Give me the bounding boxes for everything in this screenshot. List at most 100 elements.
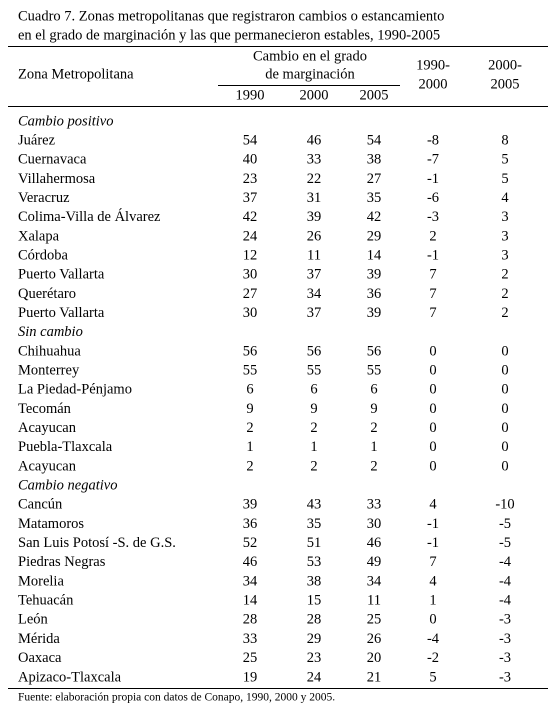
cell-value: -3 — [499, 631, 511, 647]
cell-value: 3 — [501, 209, 508, 225]
cell-value: 38 — [367, 152, 382, 168]
cell-value: 2 — [310, 458, 317, 474]
cell-value: -5 — [499, 516, 511, 532]
cell-value: -7 — [427, 152, 439, 168]
cell-value: 11 — [307, 248, 321, 264]
cell-value: 35 — [307, 516, 322, 532]
cell-value: 55 — [307, 363, 322, 379]
cell-value: 54 — [243, 132, 258, 148]
zone-name: Acayucan — [18, 458, 77, 474]
zone-name: Puerto Vallarta — [18, 267, 105, 283]
cell-value: -10 — [495, 497, 514, 513]
zone-name: Córdoba — [18, 248, 69, 264]
cell-value: 23 — [243, 171, 258, 187]
cell-value: 0 — [501, 363, 508, 379]
cell-value: 5 — [501, 152, 508, 168]
cell-value: 28 — [243, 612, 258, 628]
cell-value: 34 — [307, 286, 322, 302]
cell-value: 21 — [367, 669, 382, 685]
cell-value: 56 — [243, 343, 258, 359]
cell-value: -6 — [427, 190, 439, 206]
cell-value: -1 — [427, 171, 439, 187]
cell-value: 31 — [307, 190, 322, 206]
cell-value: 35 — [367, 190, 382, 206]
cell-value: 0 — [501, 458, 508, 474]
zone-name: Juárez — [18, 132, 56, 148]
cell-value: 4 — [429, 497, 437, 513]
cell-value: 4 — [429, 573, 437, 589]
cell-value: 29 — [307, 631, 322, 647]
zone-name: Tecomán — [18, 401, 72, 417]
cell-value: 42 — [243, 209, 258, 225]
cell-value: 3 — [501, 248, 508, 264]
cell-value: 6 — [370, 382, 377, 398]
cell-value: 1 — [370, 439, 377, 455]
cell-value: 40 — [243, 152, 258, 168]
cell-value: 9 — [310, 401, 317, 417]
cell-value: 2 — [501, 267, 508, 283]
cell-value: 39 — [243, 497, 258, 513]
header-diff: 1990- — [416, 57, 450, 73]
zone-name: Puebla-Tlaxcala — [18, 439, 113, 455]
cell-value: -3 — [499, 650, 511, 666]
cell-value: 0 — [501, 343, 508, 359]
cell-value: 26 — [307, 228, 322, 244]
cell-value: -4 — [427, 631, 440, 647]
cell-value: 8 — [501, 132, 508, 148]
header-group: Cambio en el grado — [253, 48, 367, 64]
cell-value: -4 — [499, 593, 512, 609]
zone-name: Colima-Villa de Álvarez — [18, 208, 161, 225]
header-year: 1990 — [236, 87, 265, 103]
cell-value: 7 — [429, 286, 436, 302]
zone-name: Tehuacán — [18, 593, 74, 609]
cell-value: 0 — [429, 439, 436, 455]
cell-value: 5 — [429, 669, 436, 685]
cell-value: 0 — [429, 420, 436, 436]
cell-value: 11 — [367, 593, 381, 609]
cell-value: 53 — [307, 554, 322, 570]
cell-value: 36 — [243, 516, 258, 532]
zone-name: Cancún — [18, 497, 63, 513]
section-label: Cambio negativo — [18, 478, 117, 494]
cell-value: 37 — [307, 267, 322, 283]
header-year: 2005 — [360, 87, 389, 103]
cell-value: 46 — [243, 554, 258, 570]
cell-value: 2 — [310, 420, 317, 436]
cell-value: 39 — [367, 305, 382, 321]
cell-value: 24 — [243, 228, 258, 244]
cell-value: 15 — [307, 593, 322, 609]
cell-value: 22 — [307, 171, 322, 187]
cell-value: 2 — [429, 228, 436, 244]
title-line: en el grado de marginación y las que per… — [18, 27, 440, 43]
cell-value: 56 — [307, 343, 322, 359]
cell-value: 2 — [370, 458, 377, 474]
zone-name: Xalapa — [18, 228, 60, 244]
zone-name: Acayucan — [18, 420, 77, 436]
zone-name: Puerto Vallarta — [18, 305, 105, 321]
cell-value: 19 — [243, 669, 258, 685]
cell-value: 20 — [367, 650, 382, 666]
cell-value: 26 — [367, 631, 382, 647]
cell-value: 6 — [310, 382, 317, 398]
zone-name: Apizaco-Tlaxcala — [18, 669, 122, 685]
cell-value: 39 — [307, 209, 322, 225]
header-diff: 2000- — [488, 57, 522, 73]
zone-name: Oaxaca — [18, 650, 62, 666]
cell-value: 37 — [243, 190, 258, 206]
cell-value: 2 — [501, 305, 508, 321]
cell-value: 34 — [367, 573, 382, 589]
zone-name: Chihuahua — [18, 343, 81, 359]
cell-value: -1 — [427, 535, 439, 551]
cell-value: 7 — [429, 554, 436, 570]
cell-value: 1 — [246, 439, 253, 455]
cell-value: -3 — [499, 669, 511, 685]
cell-value: 25 — [243, 650, 258, 666]
zone-name: Villahermosa — [18, 171, 96, 187]
cell-value: 55 — [367, 363, 382, 379]
cell-value: 33 — [243, 631, 258, 647]
cell-value: 38 — [307, 573, 322, 589]
section-label: Cambio positivo — [18, 113, 113, 129]
cell-value: 30 — [243, 305, 258, 321]
cell-value: 0 — [429, 382, 436, 398]
